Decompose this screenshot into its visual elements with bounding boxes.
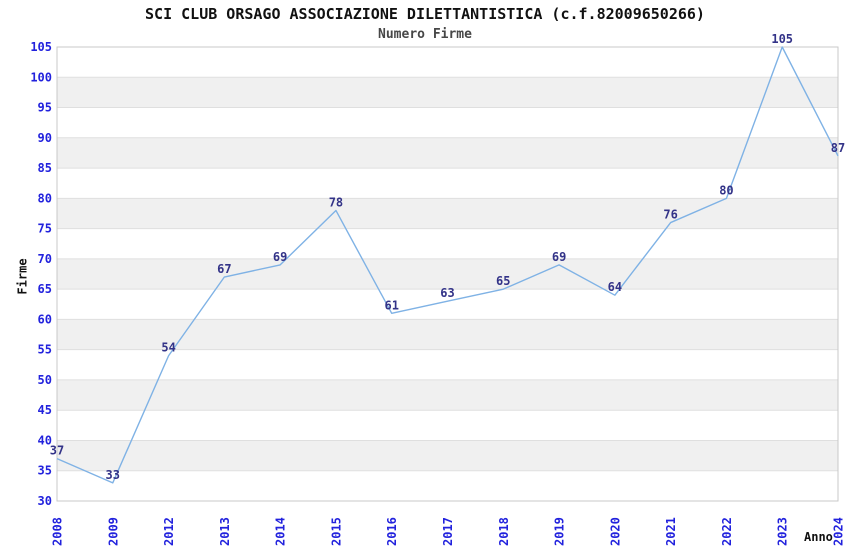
value-label: 67 bbox=[217, 262, 231, 276]
plot-band bbox=[57, 440, 838, 471]
y-tick-label: 45 bbox=[38, 403, 52, 417]
value-label: 33 bbox=[106, 468, 120, 482]
plot-band bbox=[57, 258, 838, 290]
value-label: 87 bbox=[831, 141, 845, 155]
y-tick-label: 30 bbox=[38, 494, 52, 508]
plot-band bbox=[57, 137, 838, 169]
x-tick-label: 2015 bbox=[329, 517, 343, 546]
chart-title: SCI CLUB ORSAGO ASSOCIAZIONE DILETTANTIS… bbox=[145, 5, 705, 23]
plot-band bbox=[57, 198, 838, 229]
value-label: 65 bbox=[496, 274, 510, 288]
value-label: 76 bbox=[663, 208, 677, 222]
x-axis-title: Anno bbox=[804, 530, 833, 544]
y-tick-label: 50 bbox=[38, 373, 52, 387]
y-tick-label: 75 bbox=[38, 222, 52, 236]
y-tick-label: 85 bbox=[38, 161, 52, 175]
x-tick-label: 2023 bbox=[776, 517, 790, 546]
y-tick-label: 35 bbox=[38, 464, 52, 478]
x-tick-label: 2014 bbox=[274, 517, 288, 546]
y-tick-label: 65 bbox=[38, 282, 52, 296]
y-tick-label: 40 bbox=[38, 433, 52, 447]
y-tick-label: 80 bbox=[38, 191, 52, 205]
value-label: 69 bbox=[552, 250, 566, 264]
x-tick-label: 2012 bbox=[162, 517, 176, 546]
value-label: 64 bbox=[608, 280, 622, 294]
value-label: 105 bbox=[771, 32, 793, 46]
y-axis-title: Firme bbox=[15, 258, 30, 295]
y-tick-label: 90 bbox=[38, 131, 52, 145]
value-label: 54 bbox=[161, 341, 175, 355]
series-line bbox=[56, 46, 839, 484]
x-tick-label: 2021 bbox=[664, 517, 678, 546]
x-tick-label: 2022 bbox=[720, 517, 734, 546]
value-label: 69 bbox=[273, 250, 287, 264]
y-tick-label: 100 bbox=[30, 70, 52, 84]
x-tick-label: 2024 bbox=[832, 517, 846, 546]
chart-subtitle: Numero Firme bbox=[378, 27, 472, 42]
x-tick-label: 2019 bbox=[553, 517, 567, 546]
plot-band bbox=[57, 319, 838, 350]
x-tick-label: 2009 bbox=[106, 517, 120, 546]
x-tick-label: 2020 bbox=[608, 517, 622, 546]
x-tick-label: 2016 bbox=[385, 517, 399, 546]
plot-band bbox=[57, 379, 838, 411]
value-label: 63 bbox=[440, 286, 454, 300]
y-tick-label: 60 bbox=[38, 312, 52, 326]
value-label: 61 bbox=[384, 298, 398, 312]
y-tick-label: 105 bbox=[30, 40, 52, 54]
x-tick-label: 2017 bbox=[441, 517, 455, 546]
y-tick-label: 95 bbox=[38, 101, 52, 115]
y-tick-label: 70 bbox=[38, 252, 52, 266]
value-label: 78 bbox=[329, 195, 343, 209]
value-label: 37 bbox=[50, 444, 64, 458]
value-label: 80 bbox=[719, 183, 733, 197]
y-tick-label: 55 bbox=[38, 343, 52, 357]
x-tick-label: 2008 bbox=[51, 517, 65, 546]
x-tick-label: 2018 bbox=[497, 517, 511, 546]
plot-border bbox=[56, 46, 839, 502]
plot-band bbox=[57, 77, 838, 108]
x-tick-label: 2013 bbox=[218, 517, 232, 546]
